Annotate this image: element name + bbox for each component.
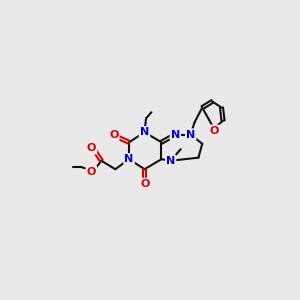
Text: N: N (124, 154, 134, 164)
Text: O: O (210, 126, 219, 136)
Text: N: N (171, 130, 180, 140)
Text: N: N (166, 156, 175, 166)
Text: O: O (141, 179, 150, 189)
Text: O: O (109, 130, 118, 140)
Text: O: O (87, 167, 96, 176)
Text: N: N (186, 130, 195, 140)
Text: O: O (87, 143, 96, 153)
Text: N: N (140, 127, 149, 137)
